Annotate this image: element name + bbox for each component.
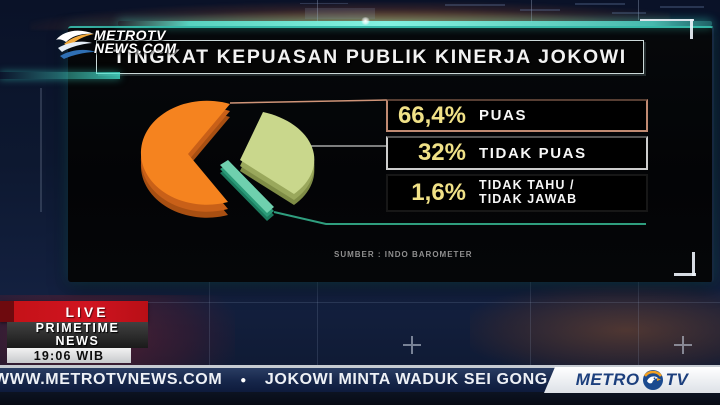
corner-bracket-top-right [640,19,694,21]
ticker-headline: JOKOWI MINTA WADUK SEI GONG BA [264,371,578,388]
metro-logo-text: METRO [575,370,640,389]
grid-line [0,302,720,303]
live-badge: LIVE [0,301,148,322]
amber-glow [470,285,720,375]
program-badge: PRIMETIME NEWS [7,322,148,348]
legend-row-tidak-puas: 32% TIDAK PUAS [386,136,648,170]
newsroom-logo-text: METROTV NEWS.COM [94,27,177,57]
clock-text: 19:06 WIB [33,348,105,363]
pie-slice-puas [140,100,230,218]
leader-line-puas [229,99,387,104]
legend-label: PUAS [479,107,528,124]
source-text: SUMBER : INDO BAROMETER [334,250,473,259]
legend-row-puas: 66,4% PUAS [386,99,648,132]
hud-line [531,0,532,22]
hud-dot [361,17,370,25]
grid-line [317,282,318,365]
grid-line [530,282,531,365]
tv-logo-text: TV [665,370,689,389]
hud-dash [575,3,625,5]
legend-label: TIDAK PUAS [479,144,587,162]
clock-badge: 19:06 WIB [7,348,131,363]
grid-line [209,282,210,365]
corner-bracket-top-right [690,19,693,39]
legend-pct: 32% [417,139,466,166]
hud-dash [445,4,505,6]
metrotv-eagle-icon [642,370,663,390]
horizon-glow-line [118,21,712,26]
ticker-bullet-icon: ● [240,374,247,386]
hud-line [638,0,639,20]
ticker-top-line [0,365,720,368]
pie-chart [140,99,646,225]
legend-pct: 66,4% [397,101,466,129]
hud-rect [305,8,375,19]
live-label: LIVE [65,303,109,320]
legend-row-tidak-tahu: 1,6% TIDAK TAHU / TIDAK JAWAB [386,174,648,212]
program-line1: PRIMETIME [35,321,120,336]
leader-line-tidak-tahu [273,211,646,225]
pie-slice-tidak-puas [240,112,315,205]
eagle-swoosh-icon [56,30,96,59]
hud-line [40,88,42,212]
hud-dash [660,6,704,8]
metrotv-newsroom-logo: METROTV NEWS.COM [54,26,177,62]
horizon-glow-left [0,72,120,79]
legend-label: TIDAK TAHU / TIDAK JAWAB [479,178,578,206]
chart-title: TINGKAT KEPUASAN PUBLIK KINERJA JOKOWI [96,40,644,74]
corner-bracket-bottom-right [692,252,695,276]
hud-dash [612,12,646,14]
bottom-strip [0,392,720,405]
hud-dash [300,3,348,4]
metrotv-channel-logo: METRO TV [544,367,720,393]
legend-pct: 1,6% [411,179,466,206]
plus-marker [403,336,421,354]
program-line2: NEWS [55,334,100,348]
pie-slice-tidak-tahu [220,160,274,221]
ticker-url: WWW.METROTVNEWS.COM [0,371,223,388]
grid-line [638,282,639,365]
chart-panel: TINGKAT KEPUASAN PUBLIK KINERJA JOKOWI [68,26,714,282]
hud-dash [520,9,560,11]
corner-bracket-bottom-right [674,273,696,276]
hud-line [317,0,318,22]
plus-marker [674,336,692,354]
